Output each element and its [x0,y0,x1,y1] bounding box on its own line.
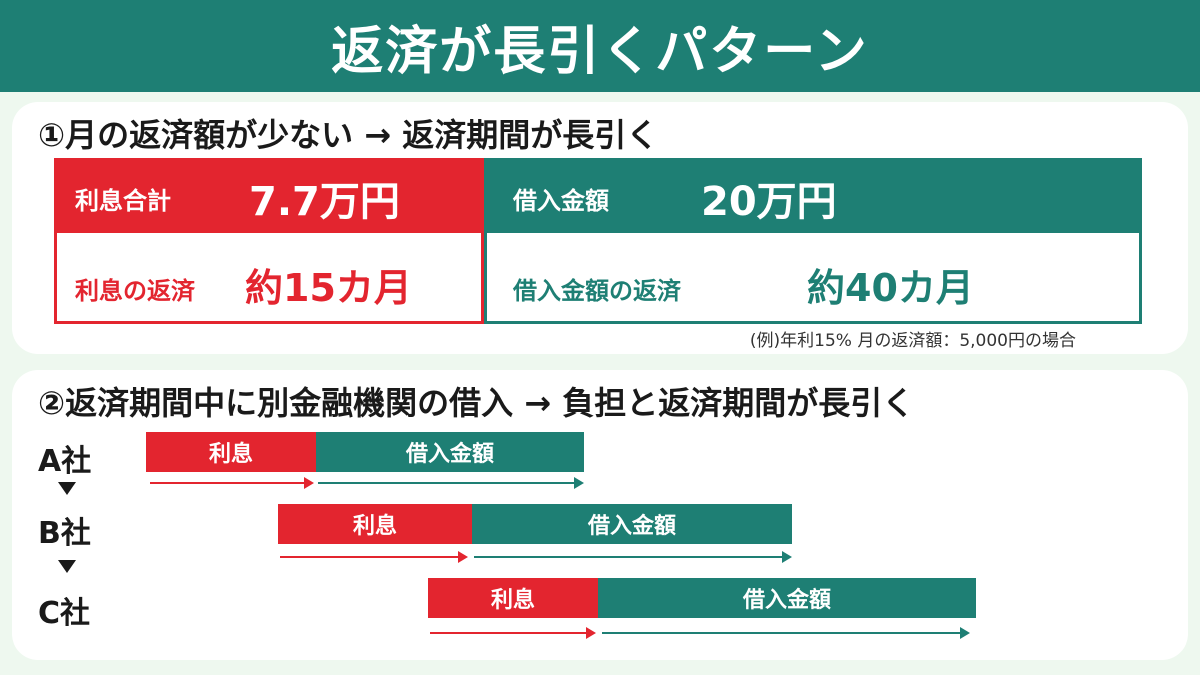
company-c-interest-arrow [430,627,596,639]
company-b-loan-bar: 借入金額 [472,504,792,544]
page-title: 返済が長引くパターン [331,21,869,82]
company-a-interest-bar: 利息 [146,432,316,472]
section1-card: ①月の返済額が少ない → 返済期間が長引く 利息合計 7.7万円 利息の返済 約… [12,102,1188,354]
company-b-loan-arrow [474,551,792,563]
interest-box: 利息合計 7.7万円 利息の返済 約15カ月 [54,158,484,324]
interest-repay-value: 約15カ月 [245,266,412,310]
company-a-loan-arrow [318,477,584,489]
example-note: (例)年利15% 月の返済額：5,000円の場合 [749,331,1076,351]
company-c-label: C社 [38,596,91,631]
company-c-loan-arrow [602,627,970,639]
section2-card: ②返済期間中に別金融機関の借入 → 負担と返済期間が長引く A社 利息 借入金額… [12,370,1188,660]
loan-repay-value: 約40カ月 [807,266,974,310]
company-a-label: A社 [38,444,92,479]
title-bar: 返済が長引くパターン [0,0,1200,92]
interest-total-label: 利息合計 [75,187,171,215]
company-c-loan-bar: 借入金額 [598,578,976,618]
loan-amount-value: 20万円 [701,179,837,225]
section2-heading: ②返済期間中に別金融機関の借入 → 負担と返済期間が長引く [38,384,915,422]
loan-box-header [487,161,1139,233]
company-c-interest-bar: 利息 [428,578,598,618]
interest-total-value: 7.7万円 [249,179,400,225]
loan-box: 借入金額 20万円 借入金額の返済 約40カ月 [484,158,1142,324]
down-triangle-icon [58,560,76,573]
down-triangle-icon [58,482,76,495]
section1-heading: ①月の返済額が少ない → 返済期間が長引く [38,116,659,154]
company-b-interest-arrow [280,551,468,563]
interest-box-header [57,161,481,233]
company-b-interest-bar: 利息 [278,504,472,544]
loan-repay-label: 借入金額の返済 [513,277,681,305]
company-b-label: B社 [38,516,91,551]
interest-repay-label: 利息の返済 [75,277,195,305]
loan-amount-label: 借入金額 [513,187,609,215]
company-a-interest-arrow [150,477,314,489]
company-a-loan-bar: 借入金額 [316,432,584,472]
